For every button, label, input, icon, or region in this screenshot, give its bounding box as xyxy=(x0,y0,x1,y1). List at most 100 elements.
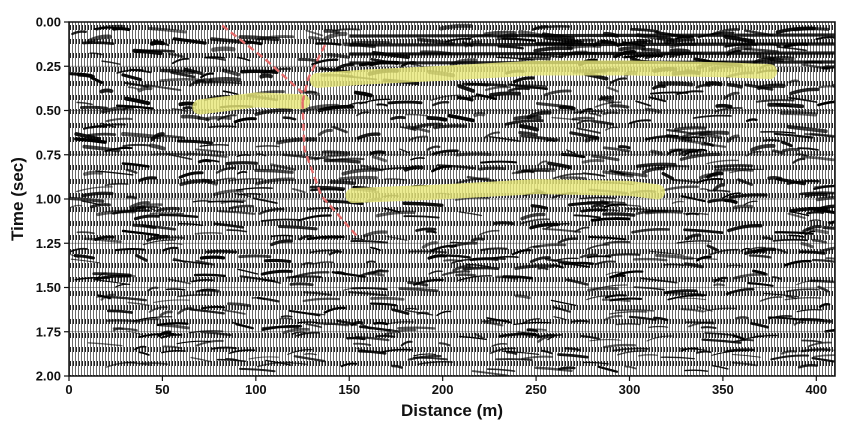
reflection-event xyxy=(200,72,215,79)
reflection-event xyxy=(81,191,114,198)
reflection-event xyxy=(629,27,660,33)
reflection-event xyxy=(371,50,410,60)
reflection-event xyxy=(179,179,212,187)
reflection-event xyxy=(531,25,549,31)
reflection-event xyxy=(726,49,742,57)
reflection-event xyxy=(570,319,589,323)
reflection-event xyxy=(680,347,699,352)
reflection-event xyxy=(644,52,683,60)
reflection-event xyxy=(89,52,103,56)
reflection-event xyxy=(417,37,455,46)
reflection-event xyxy=(194,148,225,154)
reflection-event xyxy=(694,132,722,139)
reflection-event xyxy=(125,168,138,174)
reflection-event xyxy=(809,279,835,284)
reflection-event xyxy=(259,73,273,79)
reflection-event xyxy=(74,137,107,144)
reflection-event xyxy=(79,105,108,110)
reflection-event xyxy=(827,220,835,224)
reflection-event xyxy=(191,279,214,283)
reflection-event xyxy=(597,365,619,373)
reflection-event xyxy=(488,135,521,142)
reflection-event xyxy=(788,79,800,84)
reflection-event xyxy=(495,275,518,280)
reflection-event xyxy=(704,332,736,337)
reflection-event xyxy=(121,229,160,237)
reflection-event xyxy=(176,139,214,145)
reflection-event xyxy=(70,204,83,208)
reflection-event xyxy=(628,119,652,125)
reflection-event xyxy=(95,170,134,176)
reflection-event xyxy=(458,335,488,340)
reflection-event xyxy=(700,326,717,330)
reflection-event xyxy=(789,87,820,96)
reflection-event xyxy=(443,259,463,263)
reflection-event xyxy=(714,167,754,173)
reflection-event xyxy=(707,198,731,204)
reflection-event xyxy=(821,65,835,70)
x-tick-label: 50 xyxy=(155,382,169,397)
reflection-event xyxy=(763,138,781,142)
reflection-event xyxy=(138,176,158,182)
reflection-event xyxy=(632,257,668,262)
reflection-event xyxy=(748,254,772,259)
y-axis-title: Time (sec) xyxy=(8,157,27,241)
reflection-event xyxy=(236,56,251,62)
reflection-event xyxy=(367,272,385,277)
reflection-event xyxy=(323,31,348,41)
reflection-event xyxy=(431,165,452,173)
reflection-event xyxy=(635,100,652,107)
reflection-event xyxy=(521,355,554,361)
reflection-event xyxy=(743,200,758,206)
reflection-event xyxy=(86,34,113,44)
reflection-event xyxy=(291,331,306,335)
reflection-event xyxy=(471,370,508,376)
reflection-event xyxy=(678,148,697,156)
reflection-event xyxy=(635,162,677,168)
reflection-event xyxy=(491,342,508,347)
reflection-event xyxy=(74,132,102,141)
reflection-event xyxy=(745,118,758,123)
reflection-event xyxy=(430,94,462,102)
reflection-event xyxy=(140,362,169,366)
y-tick-label: 0.75 xyxy=(36,147,61,162)
reflection-event xyxy=(371,155,388,163)
reflection-event xyxy=(340,362,358,368)
reflection-event xyxy=(201,159,220,163)
reflection-event xyxy=(683,262,704,269)
reflection-event xyxy=(532,243,567,249)
reflection-event xyxy=(711,364,729,370)
reflection-event xyxy=(149,40,165,46)
reflection-event xyxy=(323,28,340,35)
reflection-event xyxy=(671,200,684,204)
reflection-event xyxy=(769,56,795,61)
reflection-event xyxy=(693,57,713,64)
reflection-event xyxy=(158,213,199,219)
reflection-event xyxy=(502,350,540,356)
reflection-event xyxy=(684,369,709,372)
x-axis: 0 50 100 150 200 250 300 350 400 xyxy=(65,376,827,397)
reflection-event xyxy=(669,42,697,49)
reflection-event xyxy=(256,361,293,368)
reflection-event xyxy=(697,306,713,312)
reflection-event xyxy=(407,354,442,361)
reflection-event xyxy=(566,149,578,156)
reflection-event xyxy=(208,177,237,184)
reflection-event xyxy=(547,161,572,169)
reflection-event xyxy=(96,209,136,217)
reflection-event xyxy=(747,282,774,287)
reflection-event xyxy=(475,93,497,100)
reflection-event xyxy=(624,365,637,370)
reflection-event xyxy=(631,228,671,234)
reflection-event xyxy=(297,321,319,324)
fault-line xyxy=(301,44,327,102)
reflection-event xyxy=(774,231,814,235)
reflection-event xyxy=(402,201,444,208)
reflection-event xyxy=(771,276,782,280)
reflection-event xyxy=(121,73,143,82)
reflection-event xyxy=(712,183,726,192)
x-tick-label: 200 xyxy=(432,382,454,397)
reflection-event xyxy=(306,235,345,241)
reflection-event xyxy=(622,41,646,47)
reflection-event xyxy=(237,268,259,275)
